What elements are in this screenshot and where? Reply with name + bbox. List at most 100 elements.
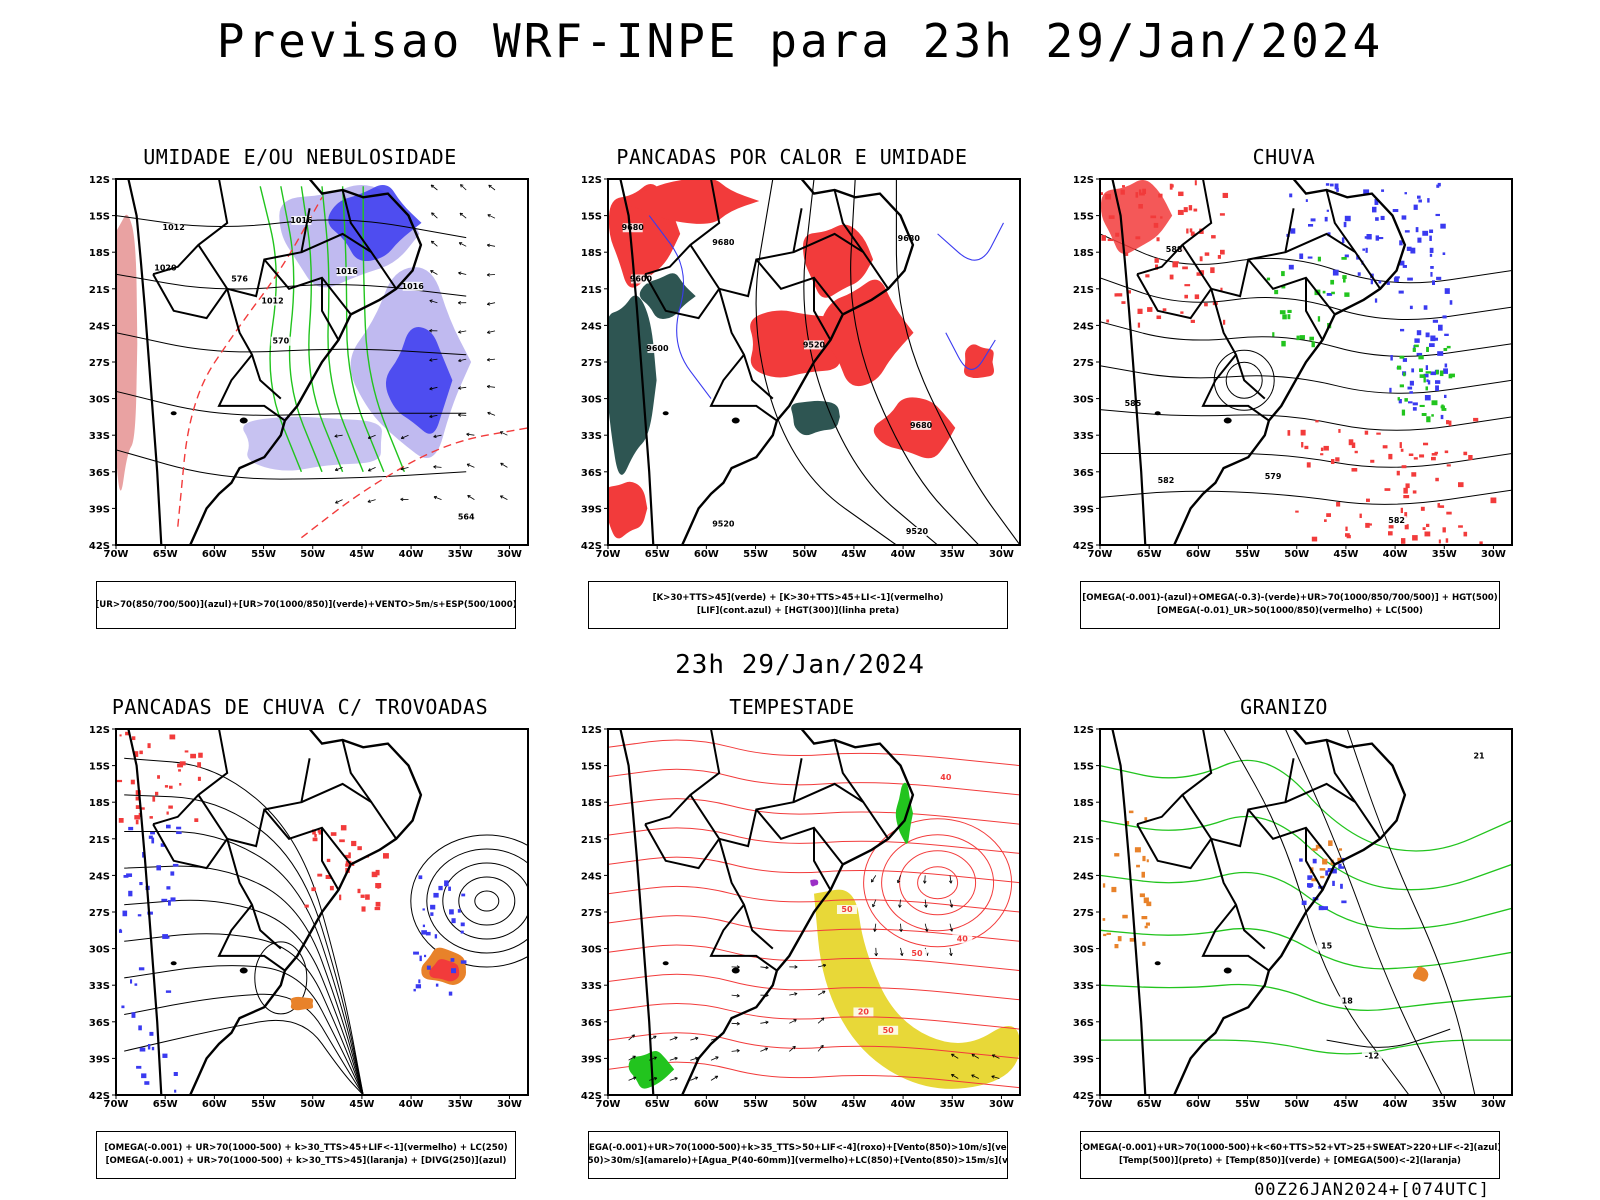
wind-vector bbox=[789, 1019, 797, 1024]
divergence-blue bbox=[451, 968, 457, 974]
map-content: -12 15 18 21 bbox=[1100, 729, 1512, 1095]
wind-vector bbox=[487, 412, 496, 416]
wind-vector bbox=[669, 1077, 678, 1081]
wind-vector bbox=[948, 880, 953, 884]
lon-label: 35W bbox=[940, 549, 965, 560]
rain-blue bbox=[1425, 332, 1430, 338]
rain-red bbox=[1388, 525, 1394, 529]
wind-vector bbox=[628, 1076, 637, 1081]
temp500-contour bbox=[1284, 729, 1443, 1095]
rain-green bbox=[1439, 370, 1444, 377]
lon-label: 55W bbox=[1235, 1099, 1260, 1110]
rain-green bbox=[1425, 386, 1429, 391]
divergence-blue bbox=[166, 824, 171, 829]
rain-blue bbox=[1375, 235, 1380, 241]
lon-label: 65W bbox=[645, 1099, 670, 1110]
rain-core bbox=[1100, 179, 1173, 254]
country-border bbox=[644, 823, 721, 870]
country-border bbox=[341, 739, 373, 803]
rain-red bbox=[1364, 430, 1369, 435]
humidity-core bbox=[385, 327, 453, 434]
wind-vector bbox=[875, 947, 877, 956]
wind-vector bbox=[487, 330, 491, 334]
rain-red bbox=[1446, 420, 1450, 425]
divergence-blue bbox=[131, 1012, 136, 1018]
wind-vector bbox=[949, 875, 952, 884]
isobar bbox=[116, 449, 467, 480]
lat-label: 36S bbox=[581, 1018, 602, 1029]
lat-label: 12S bbox=[89, 175, 110, 186]
rain-green bbox=[1272, 332, 1275, 337]
streamline-850 bbox=[608, 827, 1020, 854]
lon-label: 35W bbox=[940, 1099, 965, 1110]
map-frame bbox=[1099, 178, 1513, 546]
wind-vector bbox=[334, 434, 343, 437]
omega-orange bbox=[1320, 875, 1325, 879]
divergence-blue bbox=[449, 909, 454, 915]
anticyclone-streamline bbox=[458, 876, 516, 926]
lon-label: 65W bbox=[1137, 1099, 1162, 1110]
country-border bbox=[689, 208, 803, 298]
lon-label: 60W bbox=[1186, 549, 1211, 560]
rain-red bbox=[1217, 255, 1221, 259]
lon-label: 40W bbox=[399, 549, 424, 560]
contour-label-bg bbox=[270, 336, 291, 346]
temp850-contour bbox=[1100, 927, 1512, 970]
divergence-blue bbox=[457, 909, 461, 913]
lon-label: 35W bbox=[448, 1099, 473, 1110]
wind-vector bbox=[731, 1050, 740, 1052]
streamline-850 bbox=[608, 768, 1020, 796]
rain-blue bbox=[1416, 352, 1423, 356]
rain-red bbox=[1365, 522, 1370, 528]
rain-red bbox=[1194, 180, 1197, 186]
contour-label: 40 bbox=[957, 934, 969, 943]
divergence-blue bbox=[435, 983, 439, 987]
storm-red bbox=[345, 863, 352, 867]
lon-label: 50W bbox=[1284, 1099, 1309, 1110]
storm-red bbox=[360, 894, 365, 898]
storm-red bbox=[429, 959, 460, 982]
rain-green bbox=[1309, 336, 1314, 341]
lon-label: 35W bbox=[1432, 549, 1457, 560]
wind-vector bbox=[951, 1074, 959, 1079]
lif-contour bbox=[937, 222, 1004, 261]
rain-red bbox=[1188, 205, 1193, 211]
legend-box: [K>30+TTS>45](verde) + [K>30+TTS>45+LI<-… bbox=[588, 581, 1008, 629]
panel-title: GRANIZO bbox=[1240, 695, 1328, 719]
contour-label: 9520 bbox=[803, 340, 826, 349]
wind-vector bbox=[487, 358, 496, 361]
country-border bbox=[1325, 189, 1357, 253]
country-border bbox=[1247, 258, 1336, 316]
lon-label: 60W bbox=[694, 549, 719, 560]
rain-blue bbox=[1430, 266, 1434, 269]
wind-vector bbox=[765, 965, 769, 970]
rain-blue bbox=[1341, 237, 1345, 244]
rain-red bbox=[1412, 535, 1418, 541]
country-border bbox=[1305, 277, 1324, 341]
rain-red bbox=[1446, 511, 1452, 515]
lat-label: 24S bbox=[581, 871, 602, 882]
storm-red bbox=[140, 807, 145, 810]
wind-vector bbox=[794, 965, 798, 969]
omega-orange bbox=[1141, 871, 1145, 878]
andes-border bbox=[1111, 179, 1147, 545]
rain-red bbox=[1324, 519, 1327, 522]
divergence-blue bbox=[162, 1053, 168, 1058]
rain-red bbox=[1169, 183, 1173, 190]
panel-title: TEMPESTADE bbox=[729, 695, 855, 719]
country-border bbox=[341, 189, 373, 253]
divergence-blue bbox=[413, 988, 416, 992]
rain-green bbox=[1311, 341, 1315, 348]
wind-vector bbox=[900, 923, 902, 932]
contour-label: 50 bbox=[883, 1026, 895, 1035]
storm-red bbox=[125, 731, 130, 736]
rain-blue bbox=[1434, 337, 1439, 341]
contour-label-bg bbox=[713, 237, 734, 247]
wind-vector bbox=[874, 953, 878, 957]
rain-blue bbox=[1424, 395, 1431, 401]
wind-vector bbox=[628, 1034, 635, 1041]
wind-vector bbox=[458, 330, 467, 333]
rain-blue bbox=[1370, 279, 1374, 285]
legend-line: [OMEGA(-0.001)+UR>70(1000-500)+k>35_TTS>… bbox=[588, 1143, 1008, 1153]
rain-red bbox=[1186, 228, 1189, 234]
